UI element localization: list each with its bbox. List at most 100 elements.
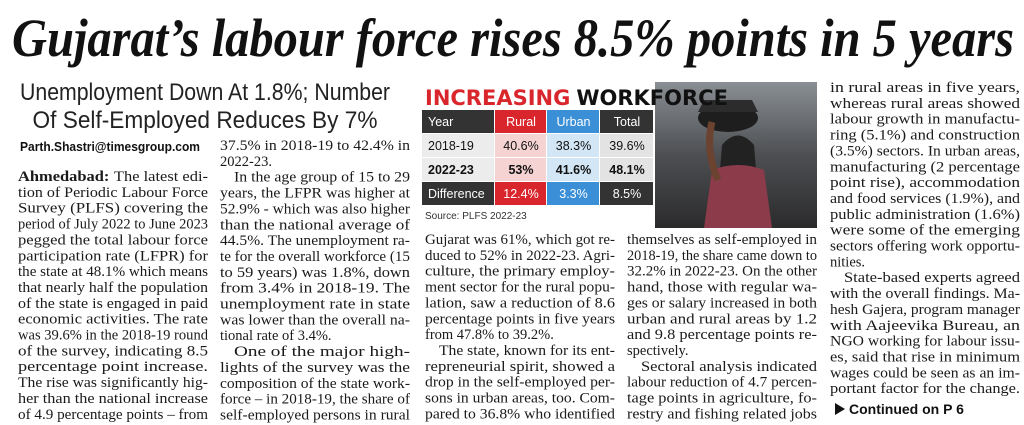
body-line: portant factor for the change.: [830, 381, 1020, 397]
body-line: labour growth in manufactu-: [830, 112, 1020, 128]
body-line: composition of the state work-: [220, 376, 410, 392]
infographic-title: INCREASING WORKFORCE: [425, 86, 728, 110]
body-line: tage points in agriculture, fo-: [627, 391, 817, 407]
body-line: was 39.6% in the 2018-19 round: [18, 328, 209, 344]
body-line: the state at 48.1% which means: [18, 264, 208, 280]
body-line: (3.5%) sectors. In urban areas,: [830, 143, 1020, 159]
body-line: with Aajeevika Bureau, an: [830, 318, 1021, 334]
table-cell: [600, 158, 653, 181]
table-cell: [495, 134, 546, 157]
body-line: lights of the survey was the: [220, 360, 410, 376]
body-line: ment sector for the rural popu-: [425, 280, 615, 296]
body-line: percentage points in five years: [425, 311, 615, 327]
body-line: tion of Periodic Labour Force: [18, 185, 208, 201]
table-cell: [600, 182, 653, 205]
body-line: repreneurial spirit, showed a: [425, 359, 616, 375]
body-line: were some of the emerging: [830, 223, 1020, 239]
body-line: of the state is engaged in paid: [18, 296, 209, 312]
body-line: spectively.: [627, 343, 688, 359]
body-line: 2018-19, the share came down to: [627, 248, 817, 264]
continued-text: Continued on P 6: [849, 401, 964, 417]
body-line: State-based experts agreed: [844, 270, 1021, 286]
body-line: te for the overall workforce (15: [220, 249, 410, 265]
body-line: 32.2% in 2022-23. On the other: [627, 264, 817, 280]
body-line: hand, those with regular wa-: [627, 280, 817, 296]
body-line: and 9.8 percentage points re-: [627, 327, 817, 343]
table-value: 2018-19: [428, 139, 474, 153]
body-line: lation, saw a reduction of 8.6: [425, 295, 615, 311]
body-line: The rise was significantly hig-: [18, 375, 208, 391]
byline: Parth.Shastri@timesgroup.com: [20, 140, 200, 154]
body-line: tional rate of 3.4%.: [220, 328, 332, 344]
table-value: 2022-23: [428, 163, 474, 177]
subheadline: Of Self-Employed Reduces By 7%: [33, 107, 378, 134]
body-line: years, the LFPR was higher at: [220, 186, 410, 202]
body-line: Ahmedabad: The latest edi-: [18, 169, 208, 185]
body-line: percentage point increase.: [18, 359, 208, 375]
table-header: Total: [614, 115, 640, 129]
body-line: nities.: [830, 254, 865, 270]
body-line: economic activities. The rate: [18, 312, 208, 328]
body-line: in rural areas in five years,: [830, 80, 1020, 96]
table-value: 38.3%: [556, 139, 591, 153]
body-line: labour reduction of 4.7 percen-: [627, 375, 817, 391]
body-line: wages could be seen as an im-: [830, 365, 1020, 381]
body-line: One of the major high-: [234, 344, 410, 360]
body-line: period of July 2022 to June 2023: [18, 217, 208, 233]
body-line: of 4.9 percentage points – from: [18, 407, 209, 423]
table-cell: [422, 158, 494, 181]
body-line: es, said that rise in minimum: [830, 349, 1021, 365]
table-value: 12.4%: [503, 187, 538, 201]
body-line: drop in the self-employed per-: [425, 375, 615, 391]
body-line: her than the national increase: [18, 391, 208, 407]
table-value: Difference: [428, 187, 485, 201]
body-line: self-employed persons in rural: [220, 407, 410, 423]
body-line: with the overall findings. Ma-: [830, 286, 1020, 302]
table-cell: [547, 110, 599, 133]
body-line: force – in 2018-19, the share of: [220, 392, 410, 408]
body-line: 44.5%. The unemployment ra-: [220, 233, 410, 249]
infographic-title-part: INCREASING: [425, 86, 570, 110]
body-text: The latest edi-: [114, 169, 208, 185]
body-line: sectors offering work opportu-: [830, 239, 1020, 255]
body-line: participation rate (LFPR) for: [18, 248, 208, 264]
table-cell: [422, 134, 494, 157]
body-line: to 59 years) was 1.8%, down: [220, 265, 411, 281]
body-line: Survey (PLFS) covering the: [18, 201, 208, 217]
body-line: was lower than the overall na-: [220, 312, 410, 328]
body-line: point rise), accommodation: [830, 175, 1021, 191]
body-line: 2022-23.: [220, 154, 272, 170]
body-line: NGO working for labour issu-: [830, 334, 1020, 350]
body-line: whereas rural areas showed: [830, 96, 1021, 112]
body-line: In the age group of 15 to 29: [234, 170, 410, 186]
table-header: Year: [428, 115, 453, 129]
photo: [655, 82, 817, 228]
body-line: 37.5% in 2018-19 to 42.4% in: [220, 138, 411, 154]
body-line: that nearly half the population: [18, 280, 209, 296]
table-cell: [422, 182, 494, 205]
headline: Gujarat’s labour force rises 8.5% points…: [12, 8, 1014, 68]
table-cell: [547, 134, 599, 157]
body-line: and food services (1.9%), and: [830, 191, 1021, 207]
body-line: restry and fishing related jobs: [627, 406, 817, 422]
table-header: Urban: [556, 115, 590, 129]
body-line: themselves as self-employed in: [627, 232, 818, 248]
table-cell: [422, 110, 494, 133]
body-line: duced to 52% in 2022-23. Agri-: [425, 248, 615, 264]
dateline: Ahmedabad:: [18, 169, 109, 185]
table-cell: [495, 110, 546, 133]
table-value: 41.6%: [556, 163, 591, 177]
body-line: The state, known for its ent-: [439, 343, 615, 359]
table-cell: [495, 158, 546, 181]
table-value: 39.6%: [609, 139, 644, 153]
body-line: hesh Gajera, program manager: [830, 302, 1020, 318]
body-line: than the national average of: [220, 217, 410, 233]
subheadline: Unemployment Down At 1.8%; Number: [20, 79, 390, 106]
table-value: 8.5%: [613, 187, 642, 201]
table-header: Rural: [506, 115, 536, 129]
body-line: manufacturing (2 percentage: [830, 159, 1020, 175]
table-cell: [495, 182, 546, 205]
body-line: ges or salary increased in both: [627, 295, 818, 311]
continued: Continued on P 6: [835, 401, 964, 417]
